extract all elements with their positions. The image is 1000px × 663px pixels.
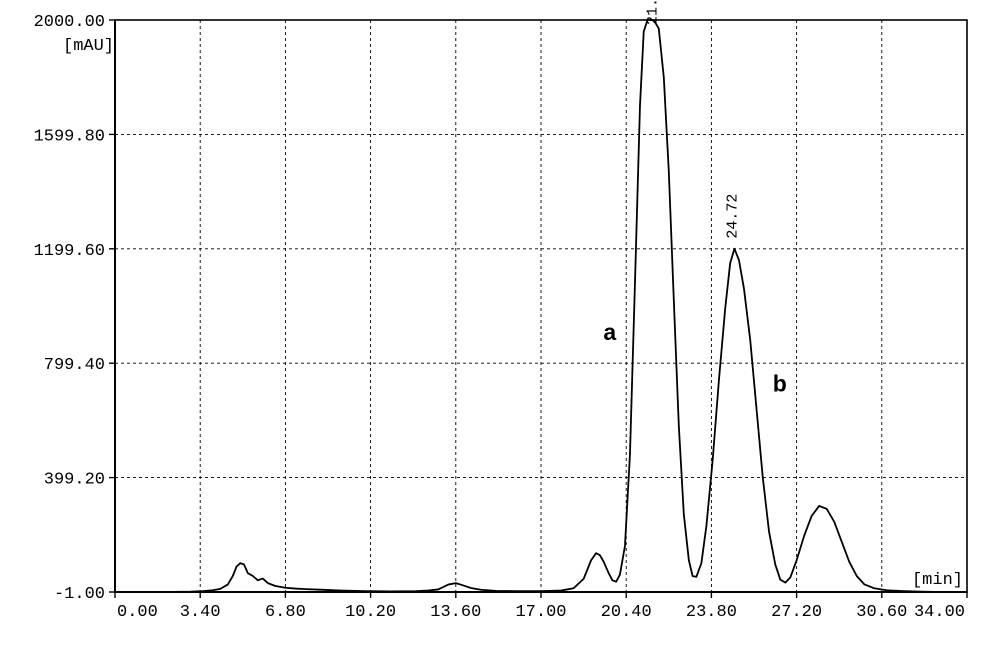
- x-tick-label: 6.80: [265, 603, 306, 622]
- chromatogram-chart: 0.00 3.40 6.80 10.20 13.60 17.00 20.40 23.80 27.…: [0, 0, 1000, 663]
- peak-label: a: [603, 319, 616, 345]
- x-tick-label: 23.80: [686, 603, 737, 622]
- x-tick-label: 34.00: [914, 603, 965, 622]
- y-tick-label: 2000.00: [34, 13, 105, 32]
- x-axis-unit: [min]: [912, 571, 963, 590]
- y-tick-label: 399.20: [44, 471, 105, 490]
- y-tick-label: 1199.60: [34, 242, 105, 261]
- x-tick-label: 13.60: [430, 603, 481, 622]
- x-tick-label: 20.40: [601, 603, 652, 622]
- x-tick-label: 10.20: [345, 603, 396, 622]
- y-axis-unit: [mAU]: [63, 37, 114, 56]
- y-tick-label: 799.40: [44, 356, 105, 375]
- retention-time-label: 24.72: [724, 194, 741, 239]
- retention-time-label: 21.37: [645, 0, 662, 25]
- chart-svg: 0.00 3.40 6.80 10.20 13.60 17.00 20.40 23.80 27.…: [0, 0, 1000, 663]
- x-tick-label: 27.20: [771, 603, 822, 622]
- y-tick-label: 1599.80: [34, 127, 105, 146]
- peak-label: b: [773, 371, 787, 397]
- x-tick-label: 3.40: [180, 603, 221, 622]
- y-tick-label: -1.00: [54, 585, 105, 604]
- x-tick-label: 17.00: [515, 603, 566, 622]
- x-tick-label: 0.00: [117, 603, 158, 622]
- x-tick-label: 30.60: [856, 603, 907, 622]
